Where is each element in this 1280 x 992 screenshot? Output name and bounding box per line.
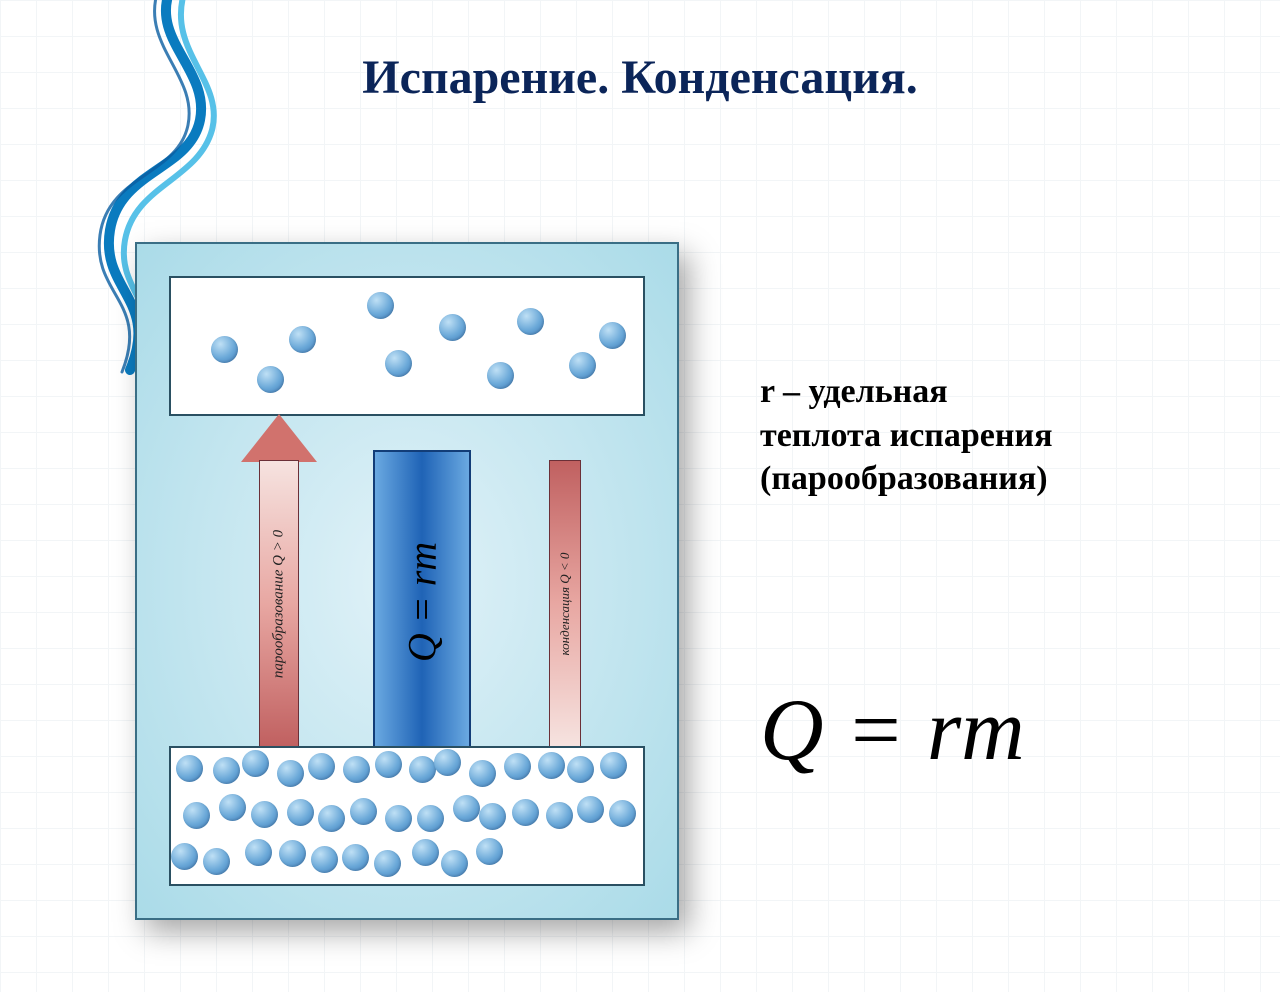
particle-icon [350, 798, 377, 825]
particle-icon [343, 756, 370, 783]
liquid-box [169, 746, 645, 886]
particle-icon [367, 292, 394, 319]
particle-icon [567, 756, 594, 783]
particle-icon [289, 326, 316, 353]
arrow-head-icon [241, 414, 317, 462]
definition-text: r – удельная теплота испарения (парообра… [760, 370, 1240, 501]
definition-line-1: r – удельная [760, 373, 948, 410]
particle-icon [183, 802, 210, 829]
particle-icon [569, 352, 596, 379]
particle-icon [279, 840, 306, 867]
particle-icon [599, 322, 626, 349]
particle-icon [257, 366, 284, 393]
particle-icon [213, 757, 240, 784]
particle-icon [311, 846, 338, 873]
particle-icon [219, 794, 246, 821]
particle-icon [308, 753, 335, 780]
condensation-label: конденсация Q < 0 [557, 553, 573, 656]
particle-icon [609, 800, 636, 827]
particle-icon [385, 805, 412, 832]
particle-icon [512, 799, 539, 826]
particle-icon [538, 752, 565, 779]
particle-icon [577, 796, 604, 823]
particle-icon [409, 756, 436, 783]
particle-icon [546, 802, 573, 829]
particle-icon [385, 350, 412, 377]
particle-icon [412, 839, 439, 866]
particle-icon [287, 799, 314, 826]
particle-icon [251, 801, 278, 828]
evaporation-label: парообразование Q > 0 [271, 530, 288, 678]
definition-line-2: теплота испарения [760, 417, 1052, 454]
particle-icon [441, 850, 468, 877]
definition-line-3: (парообразования) [760, 460, 1048, 497]
particle-icon [318, 805, 345, 832]
particle-icon [600, 752, 627, 779]
formula-bar-text: Q = rm [399, 542, 446, 662]
slide-title: Испарение. Конденсация. [0, 50, 1280, 105]
particle-icon [277, 760, 304, 787]
particle-icon [342, 844, 369, 871]
particle-icon [453, 795, 480, 822]
particle-icon [242, 750, 269, 777]
particle-icon [476, 838, 503, 865]
particle-icon [479, 803, 506, 830]
particle-icon [439, 314, 466, 341]
particle-icon [203, 848, 230, 875]
particle-icon [211, 336, 238, 363]
particle-icon [171, 843, 198, 870]
particle-icon [176, 755, 203, 782]
evaporation-arrow: парообразование Q > 0 [249, 460, 309, 748]
particle-icon [245, 839, 272, 866]
particle-icon [517, 308, 544, 335]
formula-bar: Q = rm [373, 450, 471, 754]
particle-icon [417, 805, 444, 832]
formula-large: Q = rm [760, 680, 1025, 781]
slide: Испарение. Конденсация. r – удельная теп… [0, 0, 1280, 992]
condensation-arrow: конденсация Q < 0 [543, 460, 587, 748]
particle-icon [469, 760, 496, 787]
particle-icon [375, 751, 402, 778]
vapor-box [169, 276, 645, 416]
diagram-card: парообразование Q > 0 Q = rm конденсация… [135, 242, 679, 920]
particle-icon [504, 753, 531, 780]
particle-icon [374, 850, 401, 877]
particle-icon [434, 749, 461, 776]
particle-icon [487, 362, 514, 389]
